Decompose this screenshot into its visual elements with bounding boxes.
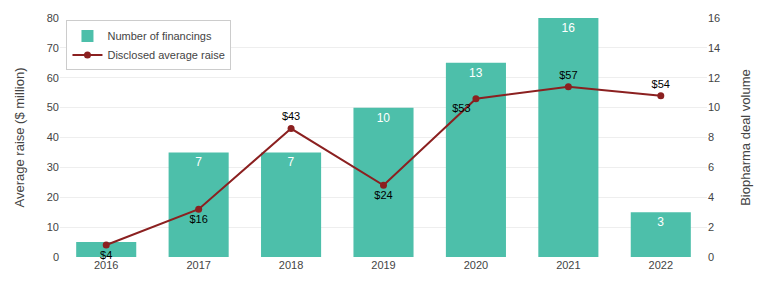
svg-text:14: 14 bbox=[708, 42, 720, 54]
svg-text:$16: $16 bbox=[189, 213, 207, 225]
svg-text:60: 60 bbox=[47, 72, 59, 84]
svg-text:4: 4 bbox=[708, 191, 714, 203]
svg-text:8: 8 bbox=[708, 131, 714, 143]
svg-text:70: 70 bbox=[47, 42, 59, 54]
svg-text:0: 0 bbox=[708, 251, 714, 263]
svg-text:12: 12 bbox=[708, 72, 720, 84]
svg-text:20: 20 bbox=[47, 191, 59, 203]
svg-text:$4: $4 bbox=[100, 249, 112, 261]
svg-text:16: 16 bbox=[562, 21, 576, 35]
svg-text:$54: $54 bbox=[652, 78, 670, 90]
svg-text:2020: 2020 bbox=[464, 259, 488, 271]
svg-text:40: 40 bbox=[47, 131, 59, 143]
svg-text:2016: 2016 bbox=[94, 259, 118, 271]
svg-text:30: 30 bbox=[47, 161, 59, 173]
svg-text:2021: 2021 bbox=[556, 259, 580, 271]
svg-text:$57: $57 bbox=[559, 69, 577, 81]
svg-text:2018: 2018 bbox=[279, 259, 303, 271]
svg-text:7: 7 bbox=[288, 155, 295, 169]
svg-text:80: 80 bbox=[47, 12, 59, 24]
svg-text:Number of financings: Number of financings bbox=[107, 30, 211, 42]
svg-text:10: 10 bbox=[377, 111, 391, 125]
svg-text:2: 2 bbox=[708, 221, 714, 233]
svg-text:6: 6 bbox=[708, 161, 714, 173]
svg-text:$53: $53 bbox=[452, 102, 470, 114]
svg-text:2019: 2019 bbox=[371, 259, 395, 271]
svg-text:10: 10 bbox=[708, 101, 720, 113]
svg-text:2017: 2017 bbox=[186, 259, 210, 271]
svg-text:13: 13 bbox=[469, 66, 483, 80]
svg-text:$24: $24 bbox=[374, 189, 392, 201]
svg-text:2022: 2022 bbox=[649, 259, 673, 271]
svg-text:Disclosed average raise: Disclosed average raise bbox=[107, 49, 224, 61]
svg-text:0: 0 bbox=[53, 251, 59, 263]
svg-text:Biopharma deal volume: Biopharma deal volume bbox=[738, 69, 753, 206]
svg-text:3: 3 bbox=[657, 215, 664, 229]
svg-text:10: 10 bbox=[47, 221, 59, 233]
svg-text:7: 7 bbox=[195, 155, 202, 169]
svg-text:Average raise ($ million): Average raise ($ million) bbox=[12, 68, 27, 208]
svg-text:$43: $43 bbox=[282, 110, 300, 122]
svg-text:16: 16 bbox=[708, 12, 720, 24]
svg-text:50: 50 bbox=[47, 101, 59, 113]
